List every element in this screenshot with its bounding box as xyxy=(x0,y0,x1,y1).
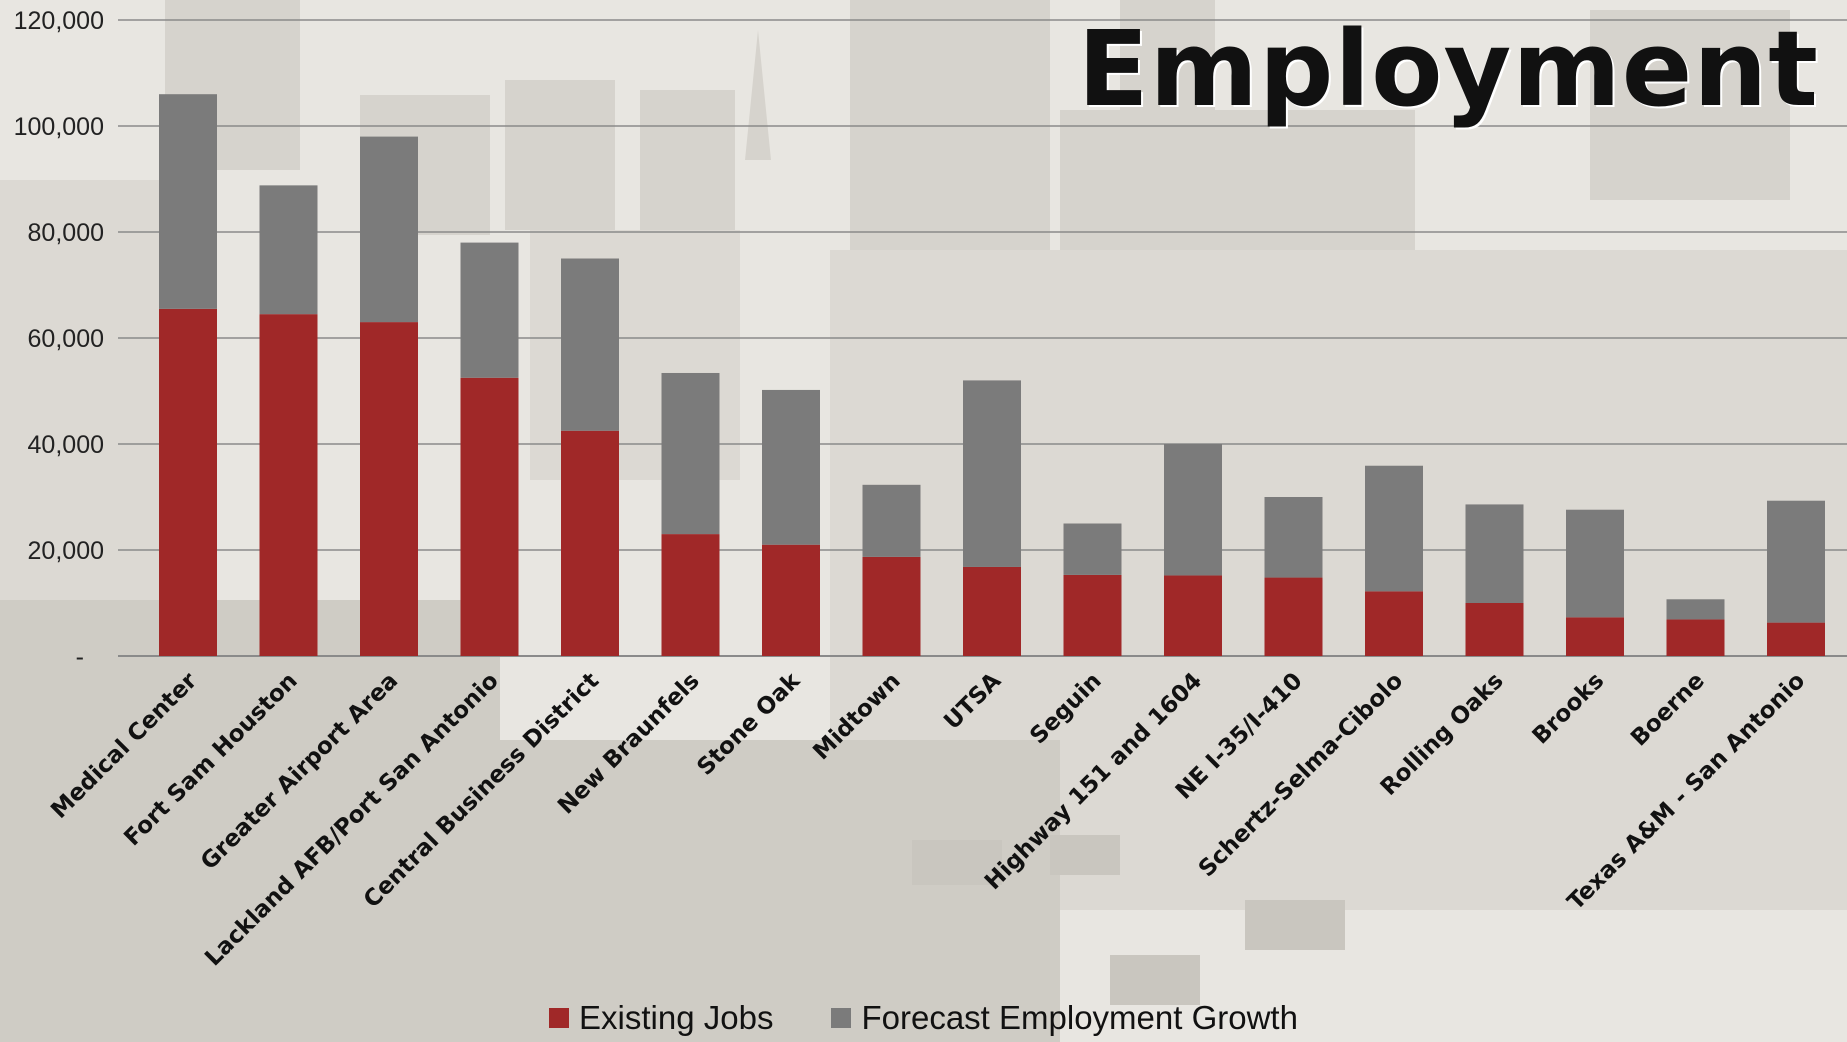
y-tick-label: - xyxy=(76,643,84,671)
bar-forecast-growth xyxy=(1063,523,1122,575)
chart-title: Employment xyxy=(1077,8,1819,130)
bar-existing-jobs xyxy=(762,544,820,656)
y-tick-label: 60,000 xyxy=(28,325,104,353)
bar-forecast-growth xyxy=(561,258,619,431)
legend: Existing Jobs Forecast Employment Growth xyxy=(0,999,1847,1037)
bar-forecast-growth xyxy=(1164,444,1222,576)
bar-existing-jobs xyxy=(1666,619,1725,656)
bar-existing-jobs xyxy=(159,308,217,656)
bar-forecast-growth xyxy=(661,372,720,535)
y-axis-ticks: - 20,000 40,000 60,000 80,000 100,000 120,000 xyxy=(14,7,104,671)
legend-item-forecast-growth: Forecast Employment Growth xyxy=(831,999,1298,1037)
bar-forecast-growth xyxy=(1465,504,1524,603)
legend-swatch-existing-jobs xyxy=(549,1008,570,1028)
bar-forecast-growth xyxy=(1767,500,1825,623)
bar-forecast-growth xyxy=(762,389,820,545)
y-tick-label: 20,000 xyxy=(28,537,104,565)
bar-existing-jobs xyxy=(1767,622,1825,656)
legend-item-existing-jobs: Existing Jobs xyxy=(549,999,773,1037)
y-tick-label: 80,000 xyxy=(28,219,104,247)
y-tick-label: 100,000 xyxy=(14,113,104,141)
bar-forecast-growth xyxy=(1365,465,1423,592)
bar-forecast-growth xyxy=(963,380,1021,567)
bar-forecast-growth xyxy=(862,484,921,557)
bar-existing-jobs xyxy=(1164,575,1222,656)
bar-forecast-growth xyxy=(460,242,519,378)
x-tick-label: Stone Oak xyxy=(692,667,805,780)
y-tick-label: 120,000 xyxy=(14,7,104,35)
y-tick-label: 40,000 xyxy=(28,431,104,459)
bar-existing-jobs xyxy=(661,534,720,656)
legend-swatch-forecast-growth xyxy=(831,1008,852,1028)
bars xyxy=(159,94,1825,656)
bar-existing-jobs xyxy=(1365,591,1423,656)
bar-existing-jobs xyxy=(1465,603,1524,656)
x-tick-label: Boerne xyxy=(1626,668,1710,752)
x-tick-label: Brooks xyxy=(1528,668,1610,750)
x-tick-label: Highway 151 and 1604 xyxy=(980,668,1207,895)
x-tick-label: UTSA xyxy=(939,668,1006,735)
x-tick-label: Greater Airport Area xyxy=(196,668,403,875)
bar-existing-jobs xyxy=(1264,577,1323,656)
bar-existing-jobs xyxy=(259,314,318,656)
legend-label-forecast-growth: Forecast Employment Growth xyxy=(861,999,1298,1036)
bar-forecast-growth xyxy=(159,94,217,309)
x-tick-label: Seguin xyxy=(1025,668,1107,750)
bar-existing-jobs xyxy=(360,322,418,656)
bar-forecast-growth xyxy=(1566,509,1624,618)
legend-label-existing-jobs: Existing Jobs xyxy=(579,999,774,1036)
bar-existing-jobs xyxy=(1063,574,1122,656)
bar-forecast-growth xyxy=(259,185,318,315)
bar-forecast-growth xyxy=(1264,497,1323,578)
bar-existing-jobs xyxy=(963,566,1021,656)
bar-existing-jobs xyxy=(862,556,921,656)
bar-existing-jobs xyxy=(1566,617,1624,656)
x-tick-label: Fort Sam Houston xyxy=(119,668,302,851)
bar-existing-jobs xyxy=(561,430,619,656)
bar-forecast-growth xyxy=(1666,599,1725,620)
x-tick-label: Midtown xyxy=(808,668,905,765)
bar-forecast-growth xyxy=(360,136,418,323)
bar-existing-jobs xyxy=(460,377,519,656)
x-tick-label: Schertz-Selma-Cibolo xyxy=(1194,668,1408,882)
